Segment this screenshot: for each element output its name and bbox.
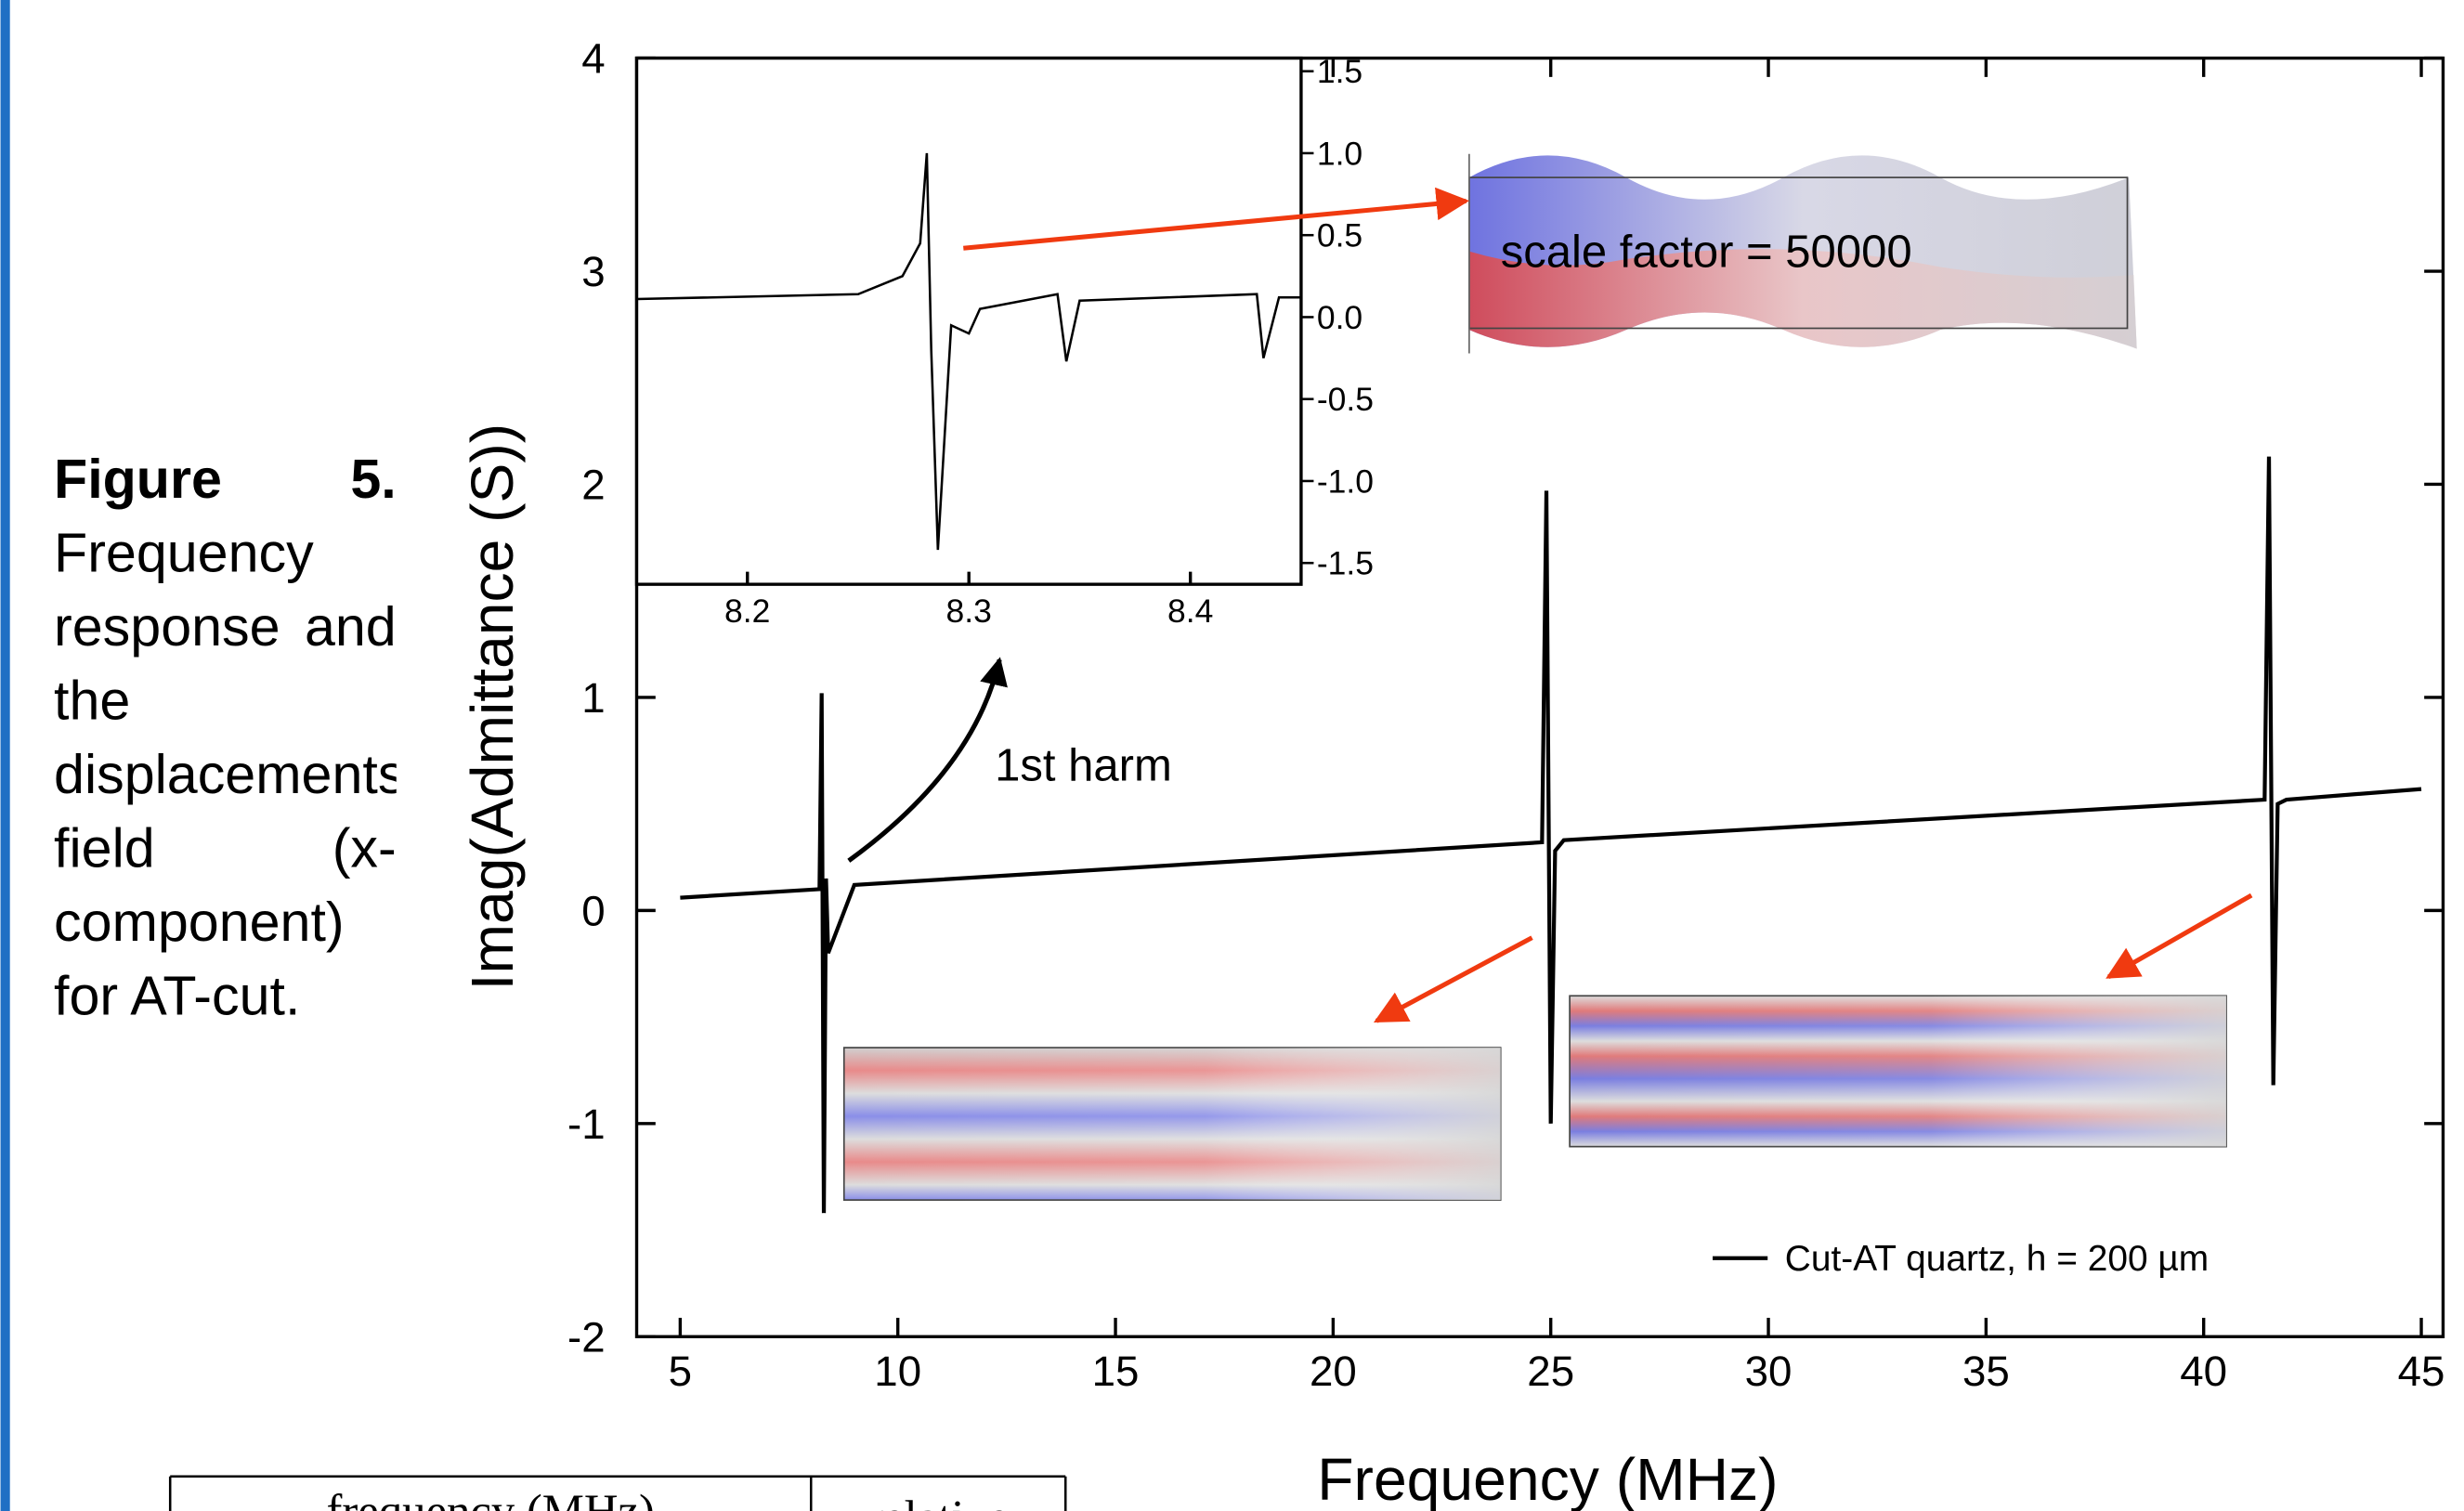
y-tick-label: 4 xyxy=(581,35,605,83)
side-bar xyxy=(0,0,10,1511)
arrow xyxy=(963,187,1470,251)
x-tick-label: 35 xyxy=(1962,1348,2010,1395)
y-tick-label: 0.0 xyxy=(1317,299,1362,336)
table-fragment: frequency (MHz) relative xyxy=(168,1475,1067,1511)
x-tick-label: 25 xyxy=(1527,1348,1574,1395)
table-header: frequency (MHz) xyxy=(326,1485,654,1511)
y-axis-label: Imag(Admittance (S)) xyxy=(459,423,526,991)
y-tick-label: 0.5 xyxy=(1317,217,1362,254)
x-axis-label: Frequency (MHz) xyxy=(1317,1446,1778,1511)
mode-shape-left-fade xyxy=(843,1048,1501,1201)
y-tick-label: 1 xyxy=(581,674,605,722)
curved-arrow xyxy=(847,657,1008,863)
x-tick-label: 8.2 xyxy=(724,593,770,630)
table-header: relative xyxy=(867,1491,1009,1511)
x-tick-label: 40 xyxy=(2180,1348,2227,1395)
caption: Figure 5. Frequency response and the dis… xyxy=(54,443,397,1034)
y-tick-label: -1.0 xyxy=(1317,462,1374,500)
x-tick-label: 10 xyxy=(874,1348,921,1395)
data-line xyxy=(636,152,1301,551)
y-tick-label: -1 xyxy=(567,1101,606,1148)
x-tick-label: 30 xyxy=(1745,1348,1793,1395)
caption-body: Frequency response and the displacements… xyxy=(54,523,397,1028)
caption-text: Figure 5. Frequency response and the dis… xyxy=(54,443,397,1034)
y-tick-label: -2 xyxy=(567,1313,606,1361)
legend-label: Cut-AT quartz, h = 200 µm xyxy=(1785,1239,2209,1279)
x-tick-label: 20 xyxy=(1310,1348,1357,1395)
plots: 5 10 15 20 25 30 35 40 45 -2 -1 0 1 2 3 4 Frequency (MHz… xyxy=(459,35,2445,1511)
annotation: 1st harm xyxy=(995,741,1172,791)
plot: 8.2 8.3 8.4 -1.5 -1.0 -0.5 0.0 0.5 1.0 1.5 xyxy=(634,53,1374,630)
y-tick-label: 1.5 xyxy=(1317,53,1362,90)
y-tick-label: 1.0 xyxy=(1317,135,1362,172)
y-tick-label: 3 xyxy=(581,248,605,295)
plot-area xyxy=(634,56,1303,586)
x-tick-label: 5 xyxy=(669,1348,692,1395)
y-tick-label: 0 xyxy=(581,887,605,934)
y-tick-label: -0.5 xyxy=(1317,381,1374,418)
x-tick-label: 8.3 xyxy=(946,593,992,630)
mode-shapes xyxy=(842,153,2253,1201)
caption-label: Figure 5. xyxy=(54,449,397,511)
arrow xyxy=(1373,935,1533,1023)
arrow xyxy=(2105,892,2253,980)
y-tick-label: -1.5 xyxy=(1317,545,1374,582)
y-tick-label: 2 xyxy=(581,461,605,508)
annotation: scale factor = 50000 xyxy=(1501,228,1912,278)
data-line xyxy=(680,456,2422,1214)
x-tick-label: 15 xyxy=(1092,1348,1140,1395)
mode-shape-top-red xyxy=(1468,249,2137,349)
x-tick-label: 8.4 xyxy=(1167,593,1213,630)
mode-shape-right-fade xyxy=(1570,996,2227,1147)
x-tick-label: 45 xyxy=(2398,1348,2445,1395)
